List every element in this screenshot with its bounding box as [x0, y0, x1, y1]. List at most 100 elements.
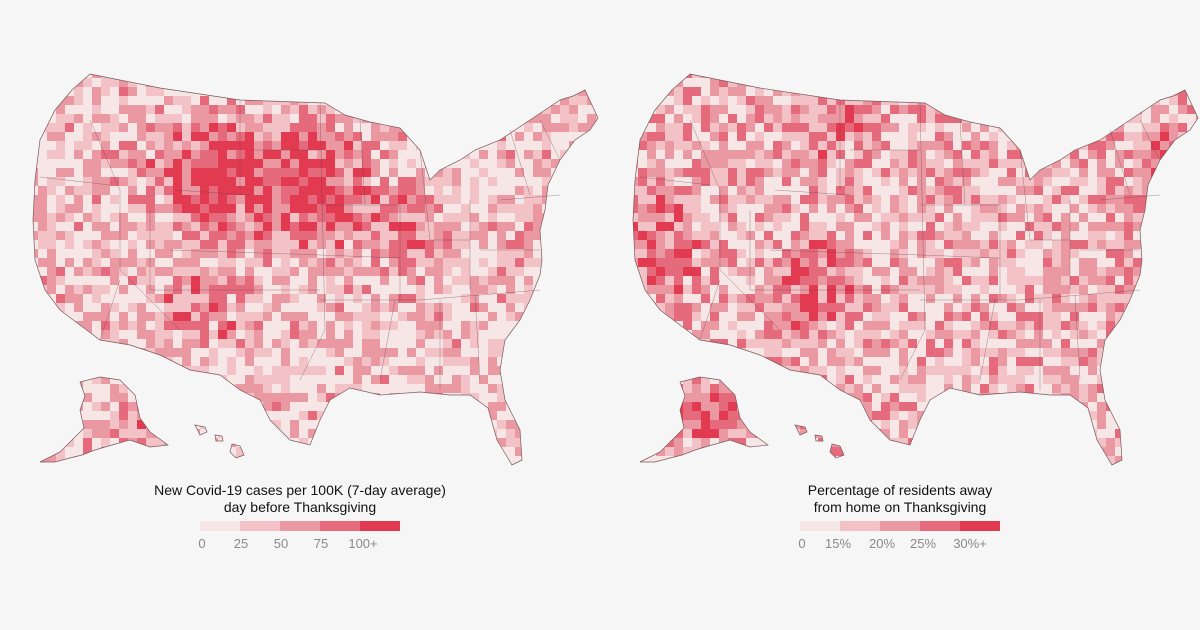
- county-cell: [470, 285, 479, 294]
- county-cell: [488, 348, 497, 357]
- county-cell: [533, 195, 542, 204]
- county-cell: [917, 195, 926, 204]
- county-cell: [272, 447, 281, 460]
- county-cell: [488, 294, 502, 303]
- county-cell: [65, 105, 74, 114]
- county-cell: [101, 348, 110, 361]
- county-cell: [587, 240, 596, 249]
- county-cell: [998, 114, 1012, 123]
- county-cell: [633, 204, 638, 213]
- county-cell: [182, 168, 191, 177]
- county-cell: [101, 285, 115, 294]
- county-cell: [1070, 249, 1079, 262]
- county-cell: [380, 186, 389, 195]
- county-cell: [1115, 132, 1124, 141]
- county-cell: [443, 123, 457, 132]
- county-cell: [398, 294, 407, 303]
- cases-tick-4: 100+: [348, 536, 378, 551]
- county-cell: [1169, 123, 1178, 132]
- county-cell: [692, 285, 701, 298]
- county-cell: [854, 186, 863, 195]
- county-cell: [227, 402, 241, 411]
- county-cell: [479, 240, 488, 249]
- county-cell: [1115, 303, 1124, 316]
- county-cell: [326, 393, 335, 402]
- county-cell: [470, 330, 479, 339]
- county-cell: [872, 87, 881, 96]
- county-cell: [674, 267, 683, 276]
- county-cell: [1151, 105, 1165, 114]
- county-cell: [1034, 285, 1043, 294]
- county-cell: [1043, 267, 1052, 276]
- county-cell: [146, 330, 155, 343]
- county-cell: [191, 285, 200, 294]
- county-cell: [1088, 105, 1097, 118]
- county-cell: [218, 105, 232, 114]
- county-cell: [317, 87, 331, 100]
- county-cell: [542, 78, 551, 91]
- county-cell: [818, 285, 827, 298]
- county-cell: [461, 168, 470, 177]
- county-cell: [290, 123, 299, 132]
- county-cell: [551, 240, 565, 249]
- county-cell: [989, 168, 998, 177]
- county-cell: [1187, 303, 1196, 312]
- county-cell: [389, 411, 398, 420]
- county-cell: [425, 411, 434, 420]
- county-cell: [218, 420, 232, 429]
- county-cell: [137, 465, 146, 474]
- county-cell: [980, 87, 989, 96]
- county-cell: [560, 411, 574, 420]
- county-cell: [800, 150, 809, 163]
- county-cell: [56, 177, 70, 186]
- county-cell: [218, 465, 227, 474]
- county-cell: [128, 420, 137, 433]
- county-cell: [362, 438, 376, 451]
- county-cell: [1142, 312, 1151, 325]
- county-cell: [1034, 195, 1043, 208]
- county-cell: [119, 78, 128, 87]
- county-cell: [1088, 267, 1102, 276]
- county-cell: [971, 150, 980, 163]
- county-cell: [56, 294, 65, 307]
- county-cell: [863, 276, 872, 285]
- county-cell: [488, 132, 497, 141]
- county-cell: [101, 456, 110, 465]
- county-cell: [1160, 294, 1169, 303]
- county-cell: [633, 222, 638, 231]
- county-cell: [461, 78, 475, 87]
- county-cell: [908, 267, 917, 276]
- county-cell: [728, 240, 737, 249]
- county-cell: [1106, 249, 1115, 262]
- county-cell: [818, 87, 827, 96]
- county-cell: [326, 276, 340, 285]
- county-cell: [791, 141, 800, 154]
- county-cell: [515, 402, 524, 411]
- county-cell: [578, 339, 592, 352]
- county-cell: [1160, 213, 1169, 222]
- county-cell: [146, 384, 155, 393]
- county-cell: [506, 222, 515, 231]
- county-cell: [434, 348, 443, 361]
- county-cell: [335, 195, 344, 208]
- county-cell: [344, 375, 353, 384]
- county-cell: [506, 321, 515, 330]
- county-cell: [452, 213, 466, 222]
- county-cell: [434, 285, 443, 294]
- county-cell: [683, 168, 692, 181]
- county-cell: [1178, 168, 1187, 177]
- county-cell: [353, 231, 362, 240]
- county-cell: [353, 78, 367, 87]
- county-cell: [845, 249, 854, 258]
- county-cell: [254, 204, 263, 217]
- county-cell: [137, 429, 146, 438]
- county-cell: [110, 267, 119, 276]
- county-cell: [101, 186, 115, 195]
- county-cell: [791, 114, 800, 123]
- county-cell: [560, 141, 569, 150]
- county-cell: [1079, 222, 1088, 235]
- county-cell: [182, 348, 196, 357]
- county-cell: [674, 123, 683, 132]
- county-cell: [173, 375, 187, 388]
- county-cell: [236, 141, 245, 150]
